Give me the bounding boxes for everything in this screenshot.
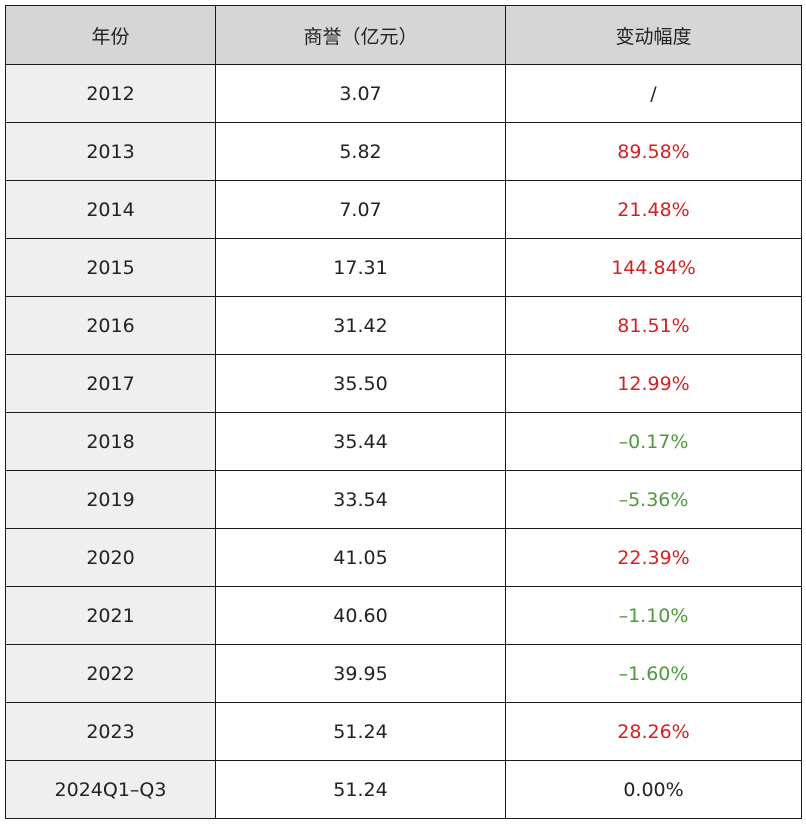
cell-year: 2016 — [5, 296, 216, 355]
table-row: 2021 40.60 –1.10% — [5, 586, 802, 645]
cell-goodwill: 39.95 — [215, 644, 506, 703]
table-row: 2017 35.50 12.99% — [5, 354, 802, 413]
cell-change: –1.10% — [505, 586, 802, 645]
cell-goodwill: 51.24 — [215, 760, 506, 819]
cell-change: 89.58% — [505, 122, 802, 181]
table-row: 2024Q1–Q3 51.24 0.00% — [5, 760, 802, 819]
cell-change: 21.48% — [505, 180, 802, 239]
cell-goodwill: 7.07 — [215, 180, 506, 239]
table-row: 2018 35.44 –0.17% — [5, 412, 802, 471]
cell-year: 2015 — [5, 238, 216, 297]
table-row: 2015 17.31 144.84% — [5, 238, 802, 297]
table-header-row: 年份 商誉（亿元） 变动幅度 — [5, 5, 802, 65]
cell-year: 2022 — [5, 644, 216, 703]
header-goodwill: 商誉（亿元） — [215, 5, 506, 65]
cell-change: 22.39% — [505, 528, 802, 587]
table-row: 2013 5.82 89.58% — [5, 122, 802, 181]
table-row: 2022 39.95 –1.60% — [5, 644, 802, 703]
header-change: 变动幅度 — [505, 5, 802, 65]
cell-year: 2013 — [5, 122, 216, 181]
cell-year: 2024Q1–Q3 — [5, 760, 216, 819]
cell-change: 144.84% — [505, 238, 802, 297]
table-row: 2014 7.07 21.48% — [5, 180, 802, 239]
cell-change: 28.26% — [505, 702, 802, 761]
cell-year: 2020 — [5, 528, 216, 587]
cell-goodwill: 40.60 — [215, 586, 506, 645]
cell-change: 81.51% — [505, 296, 802, 355]
table-row: 2020 41.05 22.39% — [5, 528, 802, 587]
table-row: 2023 51.24 28.26% — [5, 702, 802, 761]
cell-year: 2023 — [5, 702, 216, 761]
cell-year: 2012 — [5, 64, 216, 123]
table-row: 2012 3.07/ — [5, 64, 802, 123]
cell-year: 2019 — [5, 470, 216, 529]
cell-year: 2017 — [5, 354, 216, 413]
cell-goodwill: 31.42 — [215, 296, 506, 355]
goodwill-table-container: 年份 商誉（亿元） 变动幅度 2012 3.07/2013 5.82 89.58% 20… — [5, 5, 802, 819]
cell-goodwill: 41.05 — [215, 528, 506, 587]
cell-change: 12.99% — [505, 354, 802, 413]
table-body: 2012 3.07/2013 5.82 89.58% 2014 7.07 21.48% 201… — [5, 64, 802, 819]
header-year: 年份 — [5, 5, 216, 65]
cell-goodwill: 51.24 — [215, 702, 506, 761]
table-row: 2016 31.42 81.51% — [5, 296, 802, 355]
cell-change: –0.17% — [505, 412, 802, 471]
cell-change: / — [505, 64, 802, 123]
cell-year: 2021 — [5, 586, 216, 645]
cell-change: –1.60% — [505, 644, 802, 703]
cell-goodwill: 3.07 — [215, 64, 506, 123]
cell-goodwill: 17.31 — [215, 238, 506, 297]
cell-goodwill: 5.82 — [215, 122, 506, 181]
goodwill-table: 年份 商誉（亿元） 变动幅度 2012 3.07/2013 5.82 89.58% 20… — [5, 5, 802, 819]
cell-goodwill: 35.50 — [215, 354, 506, 413]
cell-goodwill: 35.44 — [215, 412, 506, 471]
cell-change: 0.00% — [505, 760, 802, 819]
cell-year: 2014 — [5, 180, 216, 239]
cell-goodwill: 33.54 — [215, 470, 506, 529]
cell-change: –5.36% — [505, 470, 802, 529]
cell-year: 2018 — [5, 412, 216, 471]
table-row: 2019 33.54 –5.36% — [5, 470, 802, 529]
